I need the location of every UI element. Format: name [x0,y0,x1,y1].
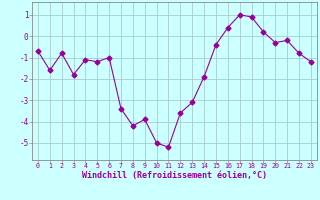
X-axis label: Windchill (Refroidissement éolien,°C): Windchill (Refroidissement éolien,°C) [82,171,267,180]
